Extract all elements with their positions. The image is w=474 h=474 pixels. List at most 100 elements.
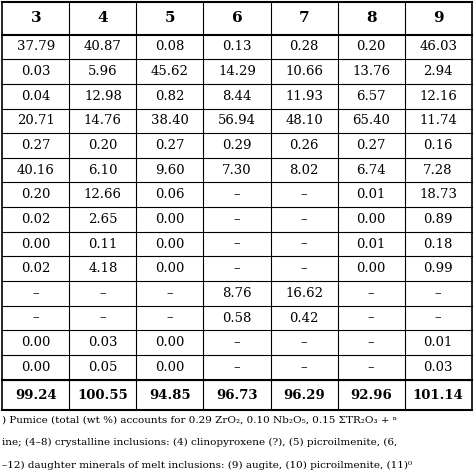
Text: –: – <box>301 188 307 201</box>
Text: 0.08: 0.08 <box>155 40 185 54</box>
Text: 0.42: 0.42 <box>289 311 319 325</box>
Text: –: – <box>368 336 374 349</box>
Text: 0.58: 0.58 <box>222 311 252 325</box>
Text: 0.01: 0.01 <box>423 336 453 349</box>
Text: 0.20: 0.20 <box>356 40 386 54</box>
Text: 0.00: 0.00 <box>21 361 51 374</box>
Text: 65.40: 65.40 <box>352 114 390 128</box>
Text: 3: 3 <box>31 11 41 26</box>
Text: 0.00: 0.00 <box>155 336 185 349</box>
Text: 96.73: 96.73 <box>216 389 258 401</box>
Text: 46.03: 46.03 <box>419 40 457 54</box>
Text: –: – <box>234 361 240 374</box>
Text: –: – <box>167 311 173 325</box>
Text: 0.99: 0.99 <box>423 262 453 275</box>
Text: 14.29: 14.29 <box>218 65 256 78</box>
Text: 0.06: 0.06 <box>155 188 185 201</box>
Text: 40.87: 40.87 <box>84 40 122 54</box>
Text: –: – <box>368 361 374 374</box>
Text: 38.40: 38.40 <box>151 114 189 128</box>
Text: 0.00: 0.00 <box>155 213 185 226</box>
Text: 0.00: 0.00 <box>21 237 51 251</box>
Text: 0.04: 0.04 <box>21 90 51 103</box>
Text: –: – <box>33 311 39 325</box>
Text: 0.18: 0.18 <box>423 237 453 251</box>
Text: 100.55: 100.55 <box>78 389 128 401</box>
Text: 6: 6 <box>232 11 242 26</box>
Text: 0.28: 0.28 <box>289 40 319 54</box>
Text: 4: 4 <box>98 11 108 26</box>
Text: 8.76: 8.76 <box>222 287 252 300</box>
Text: –: – <box>301 336 307 349</box>
Text: 8.44: 8.44 <box>222 90 252 103</box>
Text: –: – <box>234 336 240 349</box>
Text: –: – <box>234 262 240 275</box>
Text: 0.00: 0.00 <box>155 361 185 374</box>
Text: 0.00: 0.00 <box>155 237 185 251</box>
Text: –: – <box>234 188 240 201</box>
Text: 0.89: 0.89 <box>423 213 453 226</box>
Text: –: – <box>368 287 374 300</box>
Text: 48.10: 48.10 <box>285 114 323 128</box>
Text: 2.65: 2.65 <box>88 213 118 226</box>
Text: 14.76: 14.76 <box>84 114 122 128</box>
Text: 11.93: 11.93 <box>285 90 323 103</box>
Text: 6.57: 6.57 <box>356 90 386 103</box>
Text: 0.02: 0.02 <box>21 262 51 275</box>
Text: 0.05: 0.05 <box>88 361 118 374</box>
Text: 101.14: 101.14 <box>413 389 464 401</box>
Text: –: – <box>368 311 374 325</box>
Text: 0.27: 0.27 <box>21 139 51 152</box>
Text: 6.74: 6.74 <box>356 164 386 177</box>
Text: 8.02: 8.02 <box>289 164 319 177</box>
Text: 11.74: 11.74 <box>419 114 457 128</box>
Text: 8: 8 <box>366 11 376 26</box>
Text: 2.94: 2.94 <box>423 65 453 78</box>
Text: –: – <box>301 213 307 226</box>
Text: 0.01: 0.01 <box>356 237 386 251</box>
Text: 45.62: 45.62 <box>151 65 189 78</box>
Text: 0.20: 0.20 <box>21 188 51 201</box>
Text: 0.11: 0.11 <box>88 237 118 251</box>
Text: 94.85: 94.85 <box>149 389 191 401</box>
Text: 20.71: 20.71 <box>17 114 55 128</box>
Text: 7.28: 7.28 <box>423 164 453 177</box>
Text: –: – <box>435 311 441 325</box>
Text: 0.82: 0.82 <box>155 90 185 103</box>
Text: –: – <box>167 287 173 300</box>
Text: –: – <box>301 262 307 275</box>
Text: 0.03: 0.03 <box>21 65 51 78</box>
Text: 4.18: 4.18 <box>88 262 118 275</box>
Text: 0.16: 0.16 <box>423 139 453 152</box>
Text: 7.30: 7.30 <box>222 164 252 177</box>
Text: –: – <box>301 361 307 374</box>
Text: 0.01: 0.01 <box>356 188 386 201</box>
Text: 12.98: 12.98 <box>84 90 122 103</box>
Text: 12.66: 12.66 <box>84 188 122 201</box>
Text: –: – <box>100 287 106 300</box>
Text: 96.29: 96.29 <box>283 389 325 401</box>
Text: 6.10: 6.10 <box>88 164 118 177</box>
Text: 99.24: 99.24 <box>15 389 57 401</box>
Text: 5.96: 5.96 <box>88 65 118 78</box>
Text: 0.26: 0.26 <box>289 139 319 152</box>
Text: 0.29: 0.29 <box>222 139 252 152</box>
Text: 37.79: 37.79 <box>17 40 55 54</box>
Text: 0.27: 0.27 <box>356 139 386 152</box>
Text: ) Pumice (total (wt %) accounts for 0.29 ZrO₂, 0.10 Nb₂O₅, 0.15 ΣTR₂O₃ + ⁿ: ) Pumice (total (wt %) accounts for 0.29… <box>2 415 398 424</box>
Text: –: – <box>234 237 240 251</box>
Text: 16.62: 16.62 <box>285 287 323 300</box>
Text: 0.02: 0.02 <box>21 213 51 226</box>
Text: 9: 9 <box>433 11 443 26</box>
Text: 0.03: 0.03 <box>423 361 453 374</box>
Text: –12) daughter minerals of melt inclusions: (9) augite, (10) picroilmenite, (11)⁰: –12) daughter minerals of melt inclusion… <box>2 461 412 470</box>
Text: 9.60: 9.60 <box>155 164 185 177</box>
Text: 18.73: 18.73 <box>419 188 457 201</box>
Text: –: – <box>234 213 240 226</box>
Text: –: – <box>301 237 307 251</box>
Text: 7: 7 <box>299 11 310 26</box>
Text: 0.20: 0.20 <box>88 139 118 152</box>
Text: 92.96: 92.96 <box>350 389 392 401</box>
Text: 13.76: 13.76 <box>352 65 390 78</box>
Text: 12.16: 12.16 <box>419 90 457 103</box>
